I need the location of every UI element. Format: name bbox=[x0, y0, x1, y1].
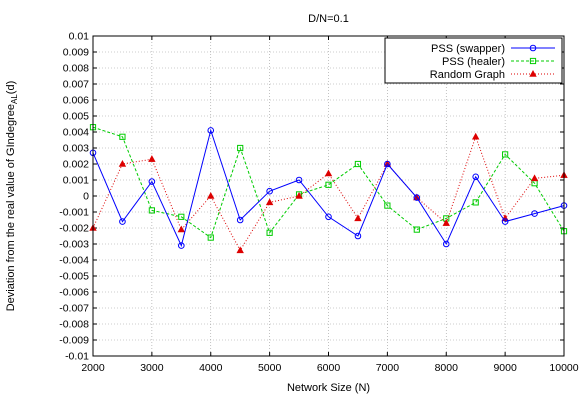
x-tick-label: 7000 bbox=[376, 362, 400, 374]
y-axis-label-subscript: AL bbox=[10, 94, 19, 104]
legend-label: Random Graph bbox=[430, 69, 505, 81]
data-point-circle bbox=[413, 194, 421, 201]
series-pss-swapper bbox=[89, 127, 568, 249]
y-tick-label: 0.01 bbox=[69, 31, 90, 43]
legend: PSS (swapper)PSS (healer)Random Graph bbox=[384, 37, 563, 84]
y-tick-label: 0.006 bbox=[63, 95, 89, 107]
data-point-triangle bbox=[442, 219, 450, 226]
legend-label: PSS (healer) bbox=[442, 56, 505, 68]
data-point-triangle bbox=[529, 69, 537, 77]
data-point-square bbox=[119, 133, 126, 140]
data-point-square bbox=[354, 160, 362, 168]
data-point-square bbox=[502, 151, 509, 158]
data-point-triangle bbox=[295, 191, 303, 199]
data-point-square bbox=[207, 234, 214, 241]
grid bbox=[93, 36, 564, 356]
axis-ticks: 2000 3000 4000 5000 6000 7000 8000 9000 10000 -0.… bbox=[59, 31, 579, 375]
data-point-square bbox=[266, 229, 273, 236]
x-tick-label: 9000 bbox=[493, 362, 517, 374]
data-point-circle bbox=[178, 242, 185, 249]
data-point-circle bbox=[207, 127, 215, 134]
x-tick-label: 8000 bbox=[435, 362, 459, 374]
y-tick-label: 0.002 bbox=[63, 159, 89, 171]
data-point-circle bbox=[384, 160, 391, 168]
x-tick-label: 5000 bbox=[258, 362, 282, 374]
data-point-circle bbox=[148, 178, 156, 185]
series-line bbox=[92, 126, 565, 239]
x-tick-label: 3000 bbox=[140, 362, 164, 374]
data-point-square bbox=[237, 144, 244, 152]
x-tick-label: 4000 bbox=[199, 362, 223, 374]
y-tick-label: -0.004 bbox=[59, 255, 89, 267]
y-axis-label: Deviation from the real value of GIndegr… bbox=[5, 81, 19, 312]
data-point-circle bbox=[529, 44, 537, 52]
data-point-triangle bbox=[207, 191, 215, 199]
y-tick-label: 0.004 bbox=[63, 127, 89, 139]
data-point-circle bbox=[531, 210, 538, 217]
data-point-square bbox=[384, 202, 391, 209]
y-tick-label: -0.009 bbox=[59, 335, 89, 347]
x-axis-label: Network Size (N) bbox=[287, 382, 370, 394]
y-tick-label: -0.008 bbox=[59, 319, 89, 331]
x-tick-label: 6000 bbox=[317, 362, 341, 374]
y-tick-label: -0.001 bbox=[59, 207, 89, 219]
y-tick-label: 0.009 bbox=[63, 47, 89, 59]
data-point-triangle bbox=[530, 174, 539, 182]
data-point-circle bbox=[442, 240, 450, 248]
data-point-circle bbox=[236, 216, 244, 224]
x-tick-label: 10000 bbox=[549, 362, 578, 374]
data-point-triangle bbox=[354, 214, 362, 222]
plot-frame bbox=[92, 35, 565, 357]
y-tick-label: 0.008 bbox=[63, 63, 89, 75]
y-tick-label: 0.001 bbox=[63, 175, 89, 187]
x-tick-label: 2000 bbox=[81, 362, 105, 374]
y-axis-label-suffix: (d) bbox=[5, 81, 17, 94]
series-line bbox=[92, 128, 565, 248]
chart-title: D/N=0.1 bbox=[308, 13, 349, 25]
data-point-square bbox=[413, 226, 420, 233]
data-point-circle bbox=[295, 176, 303, 184]
data-point-square bbox=[325, 181, 332, 188]
data-point-square bbox=[178, 213, 185, 220]
data-point-circle bbox=[354, 232, 362, 240]
y-tick-label: -0.007 bbox=[59, 303, 89, 315]
y-tick-label: 0.005 bbox=[63, 111, 89, 123]
data-point-triangle bbox=[265, 198, 274, 206]
data-point-square bbox=[148, 207, 155, 214]
data-point-triangle bbox=[148, 155, 156, 162]
data-point-circle bbox=[501, 218, 509, 225]
data-point-circle bbox=[266, 187, 273, 195]
data-point-triangle bbox=[236, 246, 244, 254]
y-tick-label: -0.005 bbox=[59, 271, 89, 283]
data-point-triangle bbox=[118, 159, 127, 167]
data-point-square bbox=[472, 199, 479, 206]
y-tick-label: -0.003 bbox=[59, 239, 89, 251]
y-tick-label: 0.003 bbox=[63, 143, 89, 155]
data-point-circle bbox=[325, 213, 332, 221]
y-tick-label: -0.006 bbox=[59, 287, 89, 299]
data-point-triangle bbox=[324, 169, 333, 177]
y-tick-label: 0 bbox=[83, 191, 89, 203]
data-point-square bbox=[529, 57, 537, 65]
data-point-triangle bbox=[177, 225, 186, 233]
data-point-triangle bbox=[471, 132, 480, 140]
y-axis-label-main: Deviation from the real value of GIndegr… bbox=[5, 104, 17, 311]
y-tick-label: -0.01 bbox=[65, 351, 89, 363]
data-point-circle bbox=[472, 173, 479, 181]
legend-label: PSS (swapper) bbox=[431, 43, 505, 55]
y-tick-label: 0.007 bbox=[63, 79, 89, 91]
y-tick-label: -0.002 bbox=[59, 223, 89, 235]
data-point-circle bbox=[119, 218, 126, 225]
